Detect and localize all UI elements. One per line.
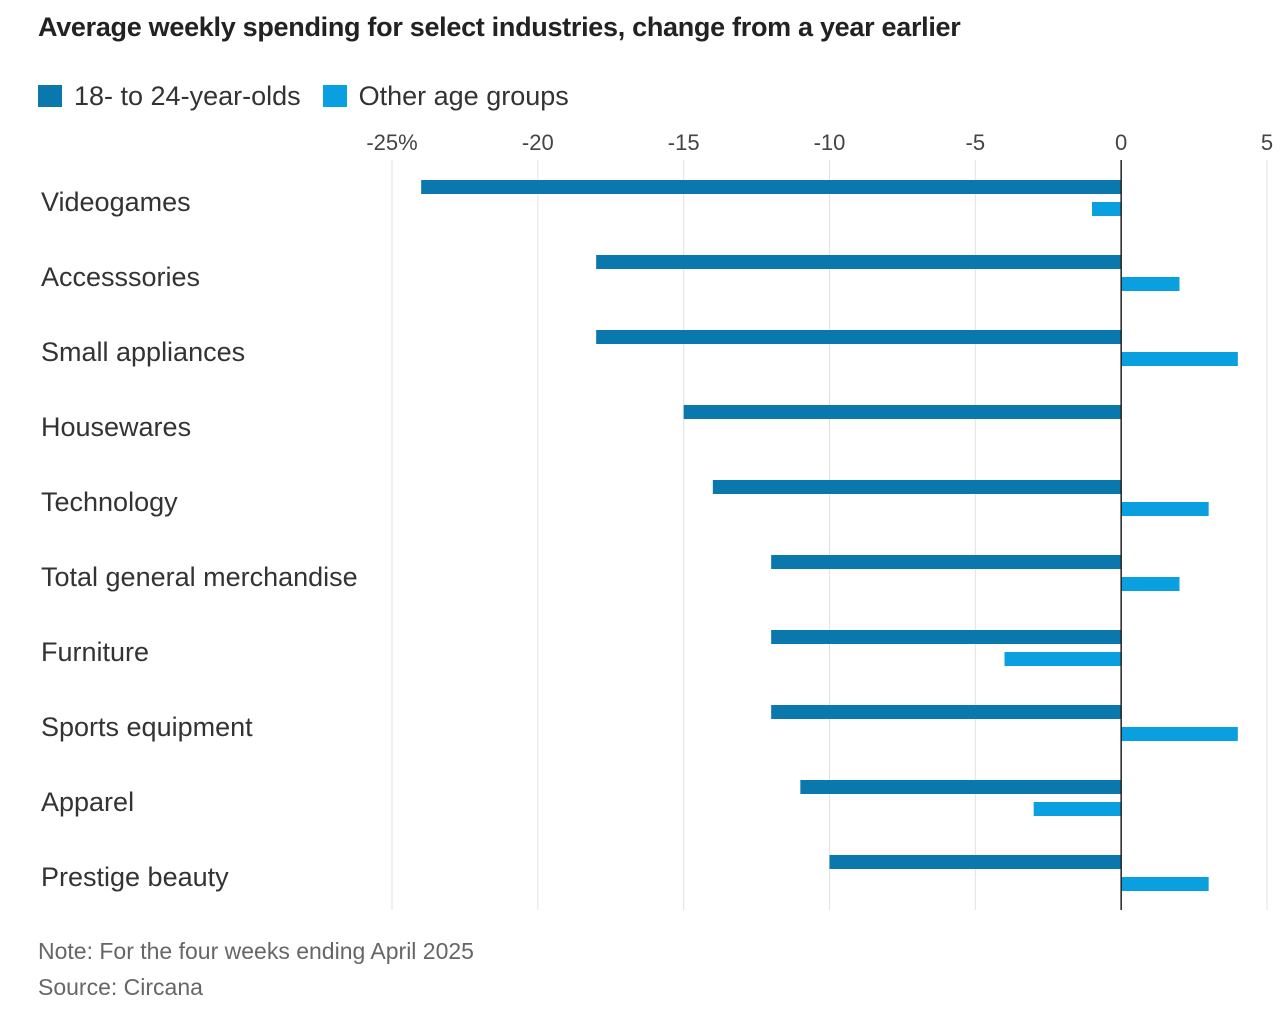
x-tick-label: -25% bbox=[366, 130, 417, 155]
bar-other-ages bbox=[1121, 502, 1209, 516]
bar-18-24 bbox=[596, 330, 1122, 344]
bar-18-24 bbox=[829, 855, 1122, 869]
x-tick-label: -15 bbox=[668, 130, 700, 155]
legend-item-other: Other age groups bbox=[322, 80, 569, 112]
category-label: Housewares bbox=[41, 412, 191, 442]
bar-other-ages bbox=[1121, 277, 1180, 291]
legend: 18- to 24-year-olds Other age groups bbox=[38, 78, 591, 114]
category-label: Small appliances bbox=[41, 337, 245, 367]
chart-note: Note: For the four weeks ending April 20… bbox=[38, 938, 474, 964]
bar-18-24 bbox=[771, 630, 1122, 644]
bar-other-ages bbox=[1033, 802, 1122, 816]
category-label: Accesssories bbox=[41, 262, 200, 292]
legend-label-other: Other age groups bbox=[358, 80, 569, 111]
category-label: Technology bbox=[41, 487, 178, 517]
legend-item-young: 18- to 24-year-olds bbox=[38, 81, 301, 112]
x-tick-label: -5 bbox=[966, 130, 986, 155]
category-label: Furniture bbox=[41, 637, 149, 667]
category-label: Apparel bbox=[41, 787, 134, 817]
bar-18-24 bbox=[421, 180, 1122, 194]
bar-other-ages bbox=[1121, 577, 1180, 591]
bar-other-ages bbox=[1121, 352, 1238, 366]
category-label: Videogames bbox=[41, 187, 191, 217]
bar-18-24 bbox=[596, 255, 1122, 269]
bar-18-24 bbox=[683, 405, 1122, 419]
legend-swatch-young bbox=[38, 85, 62, 107]
legend-swatch-other bbox=[322, 85, 347, 107]
category-label: Total general merchandise bbox=[41, 562, 358, 592]
x-tick-label: -10 bbox=[814, 130, 846, 155]
bar-18-24 bbox=[800, 780, 1122, 794]
x-tick-label: -20 bbox=[522, 130, 554, 155]
bar-other-ages bbox=[1121, 877, 1209, 891]
bar-18-24 bbox=[712, 480, 1122, 494]
bar-18-24 bbox=[771, 705, 1122, 719]
bar-chart: -25% -20 -15 -10 -5 0 5 Videogames Accesssories S… bbox=[41, 130, 1273, 910]
legend-label-young: 18- to 24-year-olds bbox=[74, 80, 301, 111]
chart-source: Source: Circana bbox=[38, 974, 203, 1000]
category-label: Sports equipment bbox=[41, 712, 253, 742]
bar-other-ages bbox=[1092, 202, 1122, 216]
bar-other-ages bbox=[1004, 652, 1122, 666]
x-tick-label: 5 bbox=[1261, 130, 1273, 155]
x-tick-label: 0 bbox=[1115, 130, 1127, 155]
bar-18-24 bbox=[771, 555, 1122, 569]
bar-other-ages bbox=[1121, 727, 1238, 741]
category-label: Prestige beauty bbox=[41, 862, 229, 892]
chart-title: Average weekly spending for select indus… bbox=[38, 12, 961, 42]
